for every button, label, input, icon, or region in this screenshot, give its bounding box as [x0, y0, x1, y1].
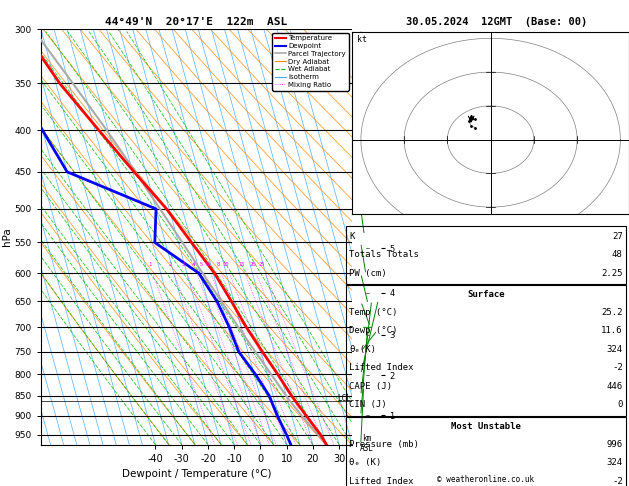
Text: © weatheronline.co.uk: © weatheronline.co.uk [437, 474, 535, 484]
Text: Dewp (°C): Dewp (°C) [349, 326, 398, 335]
Text: 446: 446 [606, 382, 623, 391]
Text: 15: 15 [238, 261, 245, 267]
Text: 20: 20 [250, 261, 256, 267]
Text: 324: 324 [606, 458, 623, 468]
Text: CAPE (J): CAPE (J) [349, 382, 392, 391]
Text: 2.25: 2.25 [601, 269, 623, 278]
Text: 5: 5 [199, 261, 203, 267]
Y-axis label: hPa: hPa [2, 227, 12, 246]
X-axis label: Dewpoint / Temperature (°C): Dewpoint / Temperature (°C) [122, 469, 271, 479]
Text: 27: 27 [612, 232, 623, 241]
Text: LCL: LCL [338, 394, 352, 403]
Text: 996: 996 [606, 440, 623, 449]
Text: θₑ(K): θₑ(K) [349, 345, 376, 354]
Text: 48: 48 [612, 250, 623, 260]
Text: Pressure (mb): Pressure (mb) [349, 440, 419, 449]
Text: θₑ (K): θₑ (K) [349, 458, 381, 468]
Text: 2: 2 [169, 261, 172, 267]
Text: 30.05.2024  12GMT  (Base: 00): 30.05.2024 12GMT (Base: 00) [406, 17, 587, 27]
Text: 10: 10 [223, 261, 229, 267]
Text: K: K [349, 232, 355, 241]
Text: -2: -2 [612, 363, 623, 372]
Text: 25.2: 25.2 [601, 308, 623, 317]
Title: 44°49'N  20°17'E  122m  ASL: 44°49'N 20°17'E 122m ASL [106, 17, 287, 27]
Legend: Temperature, Dewpoint, Parcel Trajectory, Dry Adiabat, Wet Adiabat, Isotherm, Mi: Temperature, Dewpoint, Parcel Trajectory… [272, 33, 348, 90]
Text: Mixing Ratio (g/kg): Mixing Ratio (g/kg) [363, 89, 370, 156]
Text: 3: 3 [182, 261, 186, 267]
Text: kt: kt [357, 35, 367, 44]
Text: km
ASL: km ASL [359, 434, 374, 453]
Text: 11.6: 11.6 [601, 326, 623, 335]
Text: PW (cm): PW (cm) [349, 269, 387, 278]
Text: 0: 0 [617, 400, 623, 409]
Text: Lifted Index: Lifted Index [349, 477, 414, 486]
Text: CIN (J): CIN (J) [349, 400, 387, 409]
Text: 8: 8 [216, 261, 220, 267]
Text: 324: 324 [606, 345, 623, 354]
Text: Most Unstable: Most Unstable [451, 422, 521, 432]
Text: 6: 6 [206, 261, 209, 267]
Text: 1: 1 [148, 261, 151, 267]
Text: Temp (°C): Temp (°C) [349, 308, 398, 317]
Text: Totals Totals: Totals Totals [349, 250, 419, 260]
Text: Surface: Surface [467, 290, 504, 299]
Text: Lifted Index: Lifted Index [349, 363, 414, 372]
Text: 25: 25 [259, 261, 265, 267]
Text: -2: -2 [612, 477, 623, 486]
Text: 4: 4 [192, 261, 195, 267]
